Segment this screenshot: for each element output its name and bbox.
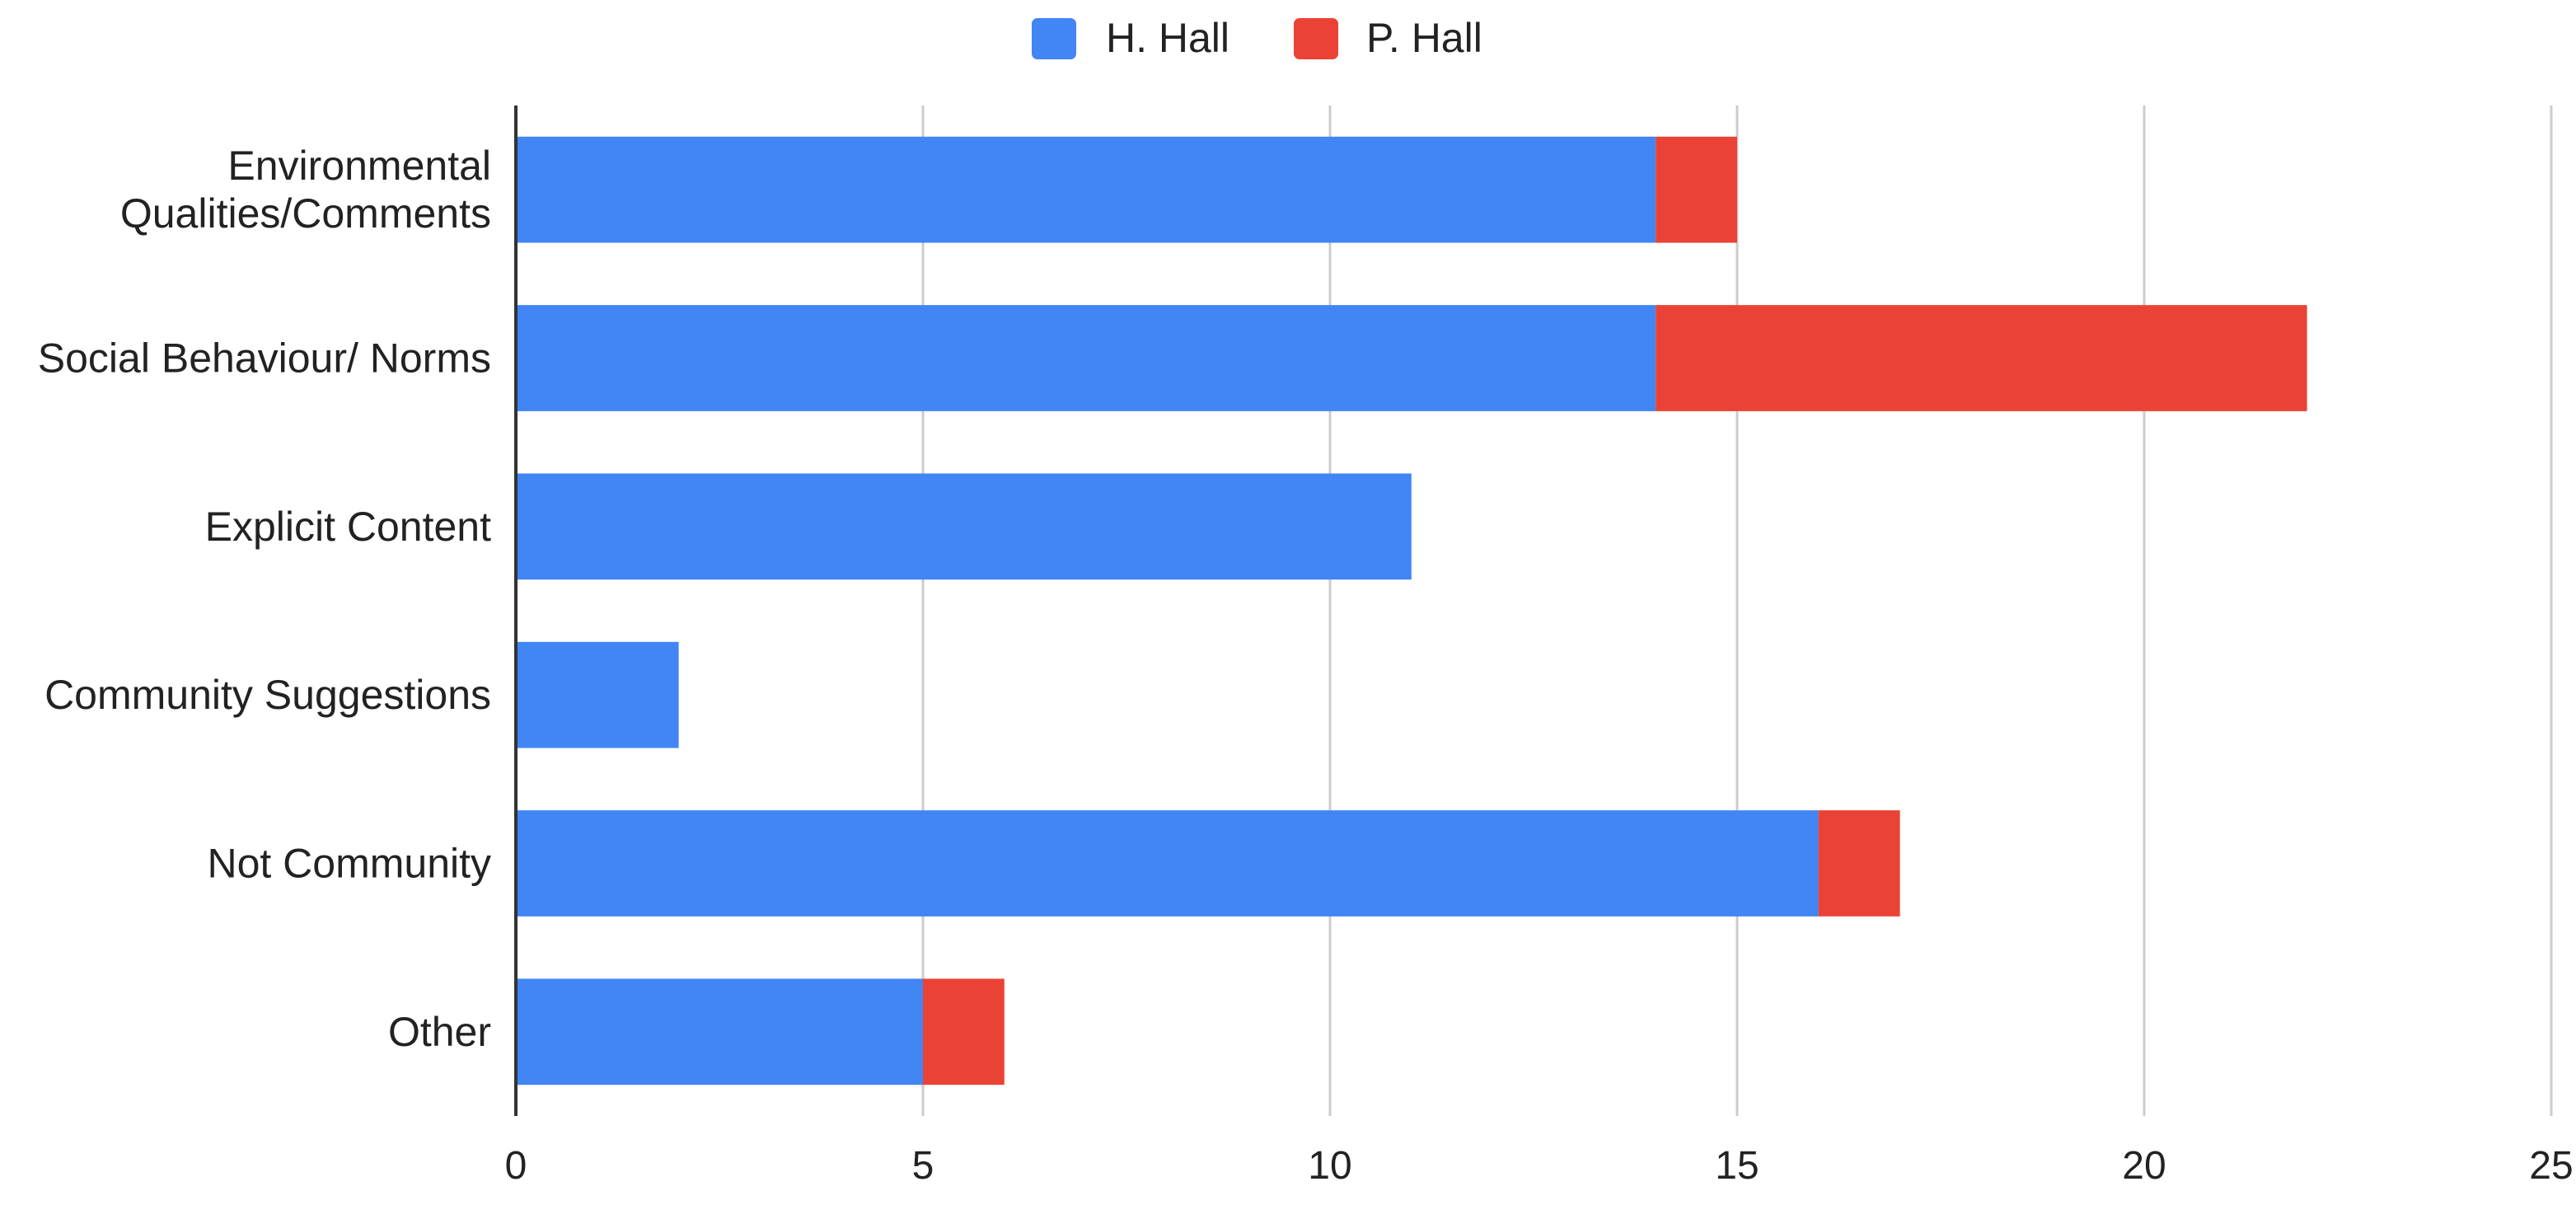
x-tick-20: 20: [2122, 1144, 2166, 1188]
bar-h-hall-environmental-qualities-comments: [516, 136, 1656, 243]
x-tick-15: 15: [1715, 1144, 1759, 1188]
category-labels: Environmental Qualities/Comments Social Be…: [38, 143, 491, 1055]
bars: [516, 136, 2307, 1085]
category-label-other: Other: [388, 1009, 491, 1055]
bar-p-hall-other: [923, 978, 1005, 1085]
x-tick-0: 0: [505, 1144, 527, 1188]
legend-swatch-h-hall: [1032, 18, 1076, 59]
x-tick-5: 5: [912, 1144, 934, 1188]
bar-h-hall-not-community: [516, 810, 1819, 917]
legend-swatch-p-hall: [1294, 18, 1338, 59]
legend: H. Hall P. Hall: [1032, 15, 1482, 61]
gridlines: [921, 105, 2553, 1116]
x-tick-25: 25: [2529, 1144, 2573, 1188]
bar-p-hall-not-community: [1818, 810, 1900, 917]
category-label-community-suggestions: Community Suggestions: [44, 672, 491, 718]
bar-p-hall-social-behaviour-norms: [1656, 305, 2307, 411]
category-label-environmental-qualities-comments: Environmental Qualities/Comments: [120, 143, 491, 237]
bar-h-hall-other: [516, 978, 923, 1085]
category-label-explicit-content: Explicit Content: [205, 504, 491, 550]
category-label-social-behaviour-norms: Social Behaviour/ Norms: [38, 335, 491, 382]
legend-label-h-hall: H. Hall: [1106, 15, 1229, 61]
x-tick-labels: 0 5 10 15 20 25: [505, 1144, 2574, 1188]
bar-p-hall-environmental-qualities-comments: [1656, 136, 1737, 243]
bar-h-hall-community-suggestions: [516, 641, 679, 748]
legend-label-p-hall: P. Hall: [1366, 15, 1482, 61]
x-tick-10: 10: [1308, 1144, 1351, 1188]
bar-h-hall-explicit-content: [516, 473, 1412, 580]
category-label-not-community: Not Community: [207, 841, 491, 887]
bar-h-hall-social-behaviour-norms: [516, 305, 1656, 411]
